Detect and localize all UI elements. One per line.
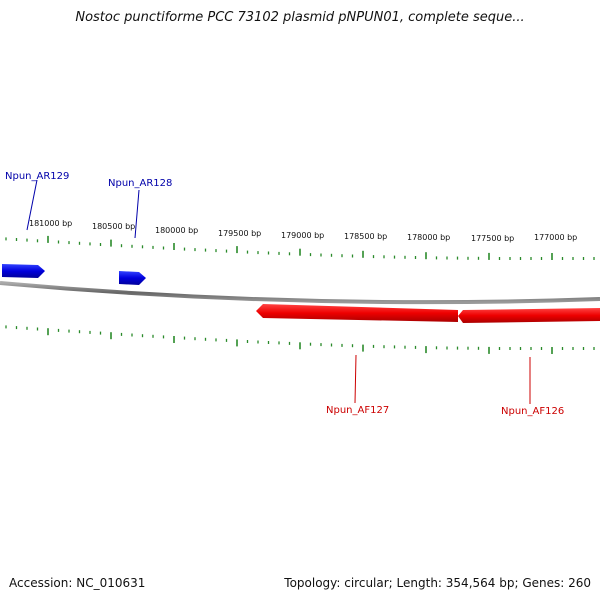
ruler-label: 179000 bp — [281, 231, 324, 240]
plasmid-backbone — [0, 281, 600, 305]
ruler-labels: 181000 bp 180500 bp 180000 bp 179500 bp … — [29, 219, 577, 243]
ruler-label: 178000 bp — [407, 233, 450, 242]
accession-text: Accession: NC_010631 — [9, 576, 146, 590]
gene-label-npun-ar128[interactable]: Npun_AR128 — [108, 178, 172, 189]
ruler-label: 180500 bp — [92, 222, 135, 231]
gene-label-npun-af126[interactable]: Npun_AF126 — [501, 406, 564, 417]
ruler-label: 178500 bp — [344, 232, 387, 241]
ruler-label: 177000 bp — [534, 233, 577, 242]
lower-ruler-ticks — [5, 325, 595, 354]
gene-arrow-npun-af126[interactable] — [458, 308, 600, 323]
ruler-label: 181000 bp — [29, 219, 72, 228]
map-title: Nostoc punctiforme PCC 73102 plasmid pNP… — [75, 10, 525, 25]
gene-arrow-npun-af127[interactable] — [256, 304, 458, 322]
summary-text: Topology: circular; Length: 354,564 bp; … — [284, 576, 591, 590]
ruler-label: 180000 bp — [155, 226, 198, 235]
gene-label-npun-af127[interactable]: Npun_AF127 — [326, 405, 389, 416]
gene-arrow-npun-ar128[interactable] — [119, 271, 146, 285]
ruler-label: 177500 bp — [471, 234, 514, 243]
ruler-label: 179500 bp — [218, 229, 261, 238]
callout-line — [26, 179, 38, 231]
callout-line — [354, 354, 357, 404]
callout-line — [134, 189, 140, 239]
gene-arrow-npun-ar129[interactable] — [2, 264, 45, 278]
upper-ruler-ticks — [5, 235, 595, 260]
gene-label-npun-ar129[interactable]: Npun_AR129 — [5, 171, 69, 182]
